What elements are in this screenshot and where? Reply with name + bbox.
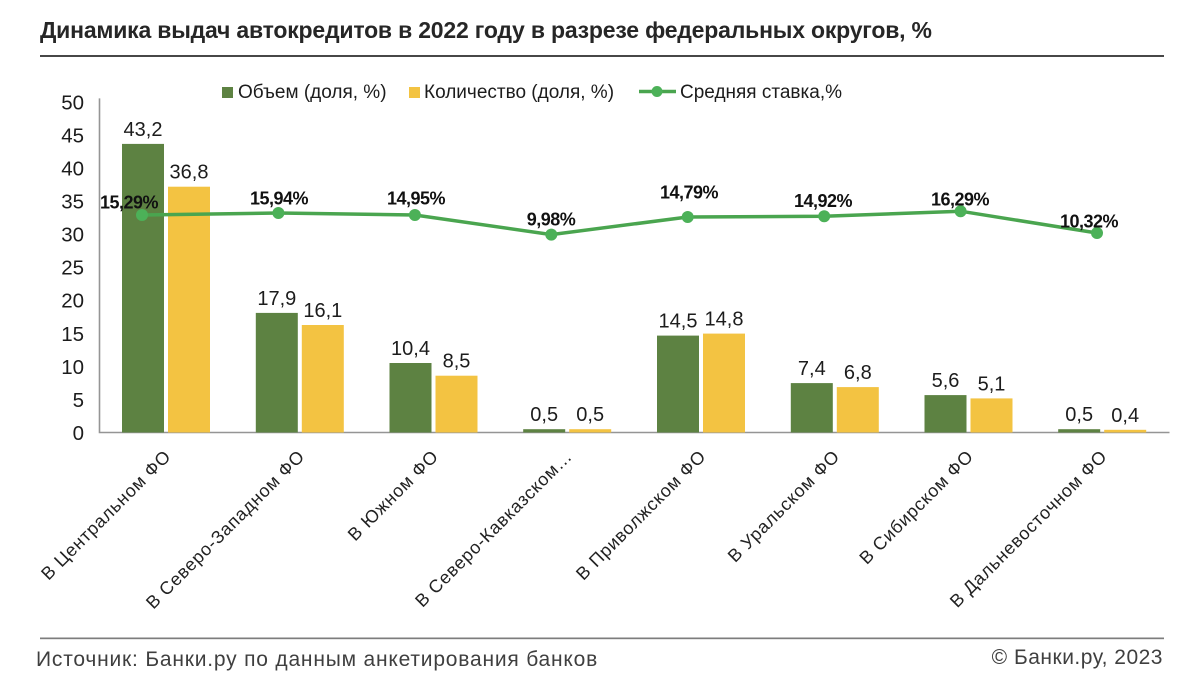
svg-text:0,5: 0,5 — [530, 404, 558, 426]
svg-text:14,92%: 14,92% — [794, 191, 853, 211]
svg-text:14,95%: 14,95% — [387, 189, 446, 209]
svg-text:35: 35 — [61, 191, 84, 214]
svg-text:Динамика выдач автокредитов в: Динамика выдач автокредитов в 2022 году … — [40, 17, 932, 43]
svg-text:6,8: 6,8 — [844, 362, 872, 384]
svg-text:10: 10 — [61, 356, 84, 379]
svg-text:В Центральном ФО: В Центральном ФО — [37, 446, 175, 584]
svg-text:7,4: 7,4 — [798, 358, 826, 380]
svg-text:15: 15 — [61, 323, 84, 346]
svg-text:20: 20 — [61, 290, 84, 313]
svg-text:0,5: 0,5 — [576, 404, 604, 426]
svg-text:30: 30 — [61, 224, 84, 247]
svg-text:В Южном ФО: В Южном ФО — [344, 446, 442, 544]
svg-text:40: 40 — [61, 157, 84, 180]
svg-text:14,8: 14,8 — [705, 309, 744, 331]
svg-text:5,1: 5,1 — [978, 373, 1006, 395]
svg-text:50: 50 — [61, 91, 84, 114]
svg-text:25: 25 — [61, 257, 84, 280]
svg-text:45: 45 — [61, 124, 84, 147]
svg-text:8,5: 8,5 — [443, 351, 471, 373]
svg-text:9,98%: 9,98% — [527, 209, 576, 229]
svg-text:17,9: 17,9 — [257, 288, 296, 310]
svg-text:В Северо-Западном ФО: В Северо-Западном ФО — [142, 446, 309, 613]
svg-text:5: 5 — [73, 389, 84, 412]
svg-text:0,5: 0,5 — [1065, 404, 1093, 426]
svg-text:36,8: 36,8 — [170, 162, 209, 184]
svg-text:15,94%: 15,94% — [250, 189, 309, 209]
svg-text:5,6: 5,6 — [932, 370, 960, 392]
svg-text:16,1: 16,1 — [303, 300, 342, 322]
svg-text:Количество (доля, %): Количество (доля, %) — [424, 82, 614, 103]
svg-text:В Северо-Кавказском…: В Северо-Кавказском… — [411, 446, 576, 611]
svg-text:14,79%: 14,79% — [660, 182, 719, 202]
svg-text:Объем (доля, %): Объем (доля, %) — [238, 82, 387, 103]
svg-text:В Сибирском ФО: В Сибирском ФО — [855, 446, 977, 568]
svg-text:В Уральском ФО: В Уральском ФО — [724, 446, 844, 566]
svg-text:0,4: 0,4 — [1111, 405, 1139, 427]
svg-text:Средняя ставка,%: Средняя ставка,% — [680, 82, 842, 103]
svg-text:В Приволжском ФО: В Приволжском ФО — [572, 446, 710, 584]
svg-text:15,29%: 15,29% — [100, 193, 159, 213]
svg-text:0: 0 — [73, 422, 84, 445]
svg-text:16,29%: 16,29% — [931, 190, 990, 210]
svg-text:© Банки.ру, 2023: © Банки.ру, 2023 — [992, 646, 1163, 669]
svg-text:Источник: Банки.ру по данным а: Источник: Банки.ру по данным анкетирован… — [36, 648, 598, 671]
svg-text:43,2: 43,2 — [124, 119, 163, 141]
svg-text:10,4: 10,4 — [391, 338, 430, 360]
svg-text:10,32%: 10,32% — [1060, 212, 1119, 232]
svg-text:14,5: 14,5 — [659, 311, 698, 333]
svg-text:В Дальневосточном ФО: В Дальневосточном ФО — [946, 446, 1111, 611]
